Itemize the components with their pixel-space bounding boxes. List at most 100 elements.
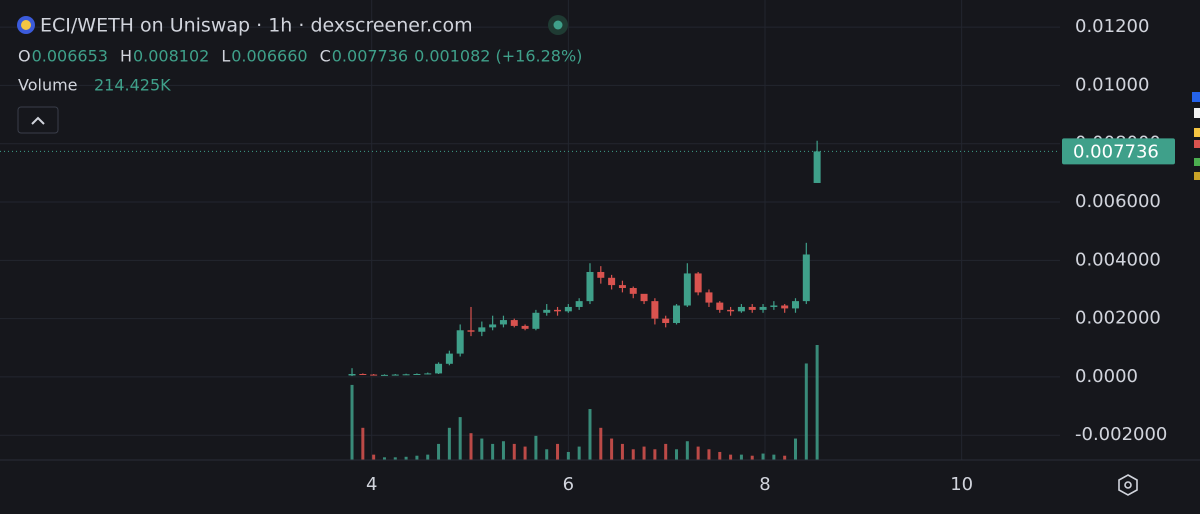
legend-value: 0.006653 xyxy=(32,47,108,66)
legend-value: 0.007736 xyxy=(332,47,408,66)
candle-body xyxy=(445,353,453,364)
chart-title: ECI/WETH on Uniswap · 1h · dexscreener.c… xyxy=(40,15,473,37)
volume-bar xyxy=(534,435,538,460)
volume-bar xyxy=(739,454,743,460)
volume-bar xyxy=(599,427,603,460)
volume-value: 214.425K xyxy=(94,76,171,95)
candle-body xyxy=(467,330,475,332)
last-price-label: 0.007736 xyxy=(1073,141,1159,162)
candle-body xyxy=(402,374,410,376)
candle-body xyxy=(618,285,626,289)
candle-layer xyxy=(348,140,821,377)
candle-body xyxy=(802,254,810,302)
candle-body xyxy=(489,324,497,328)
edge-strip xyxy=(1194,172,1200,180)
last-price-box xyxy=(1062,138,1175,165)
candle-body xyxy=(510,320,518,326)
legend-change: 0.001082 (+16.28%) xyxy=(414,47,582,66)
legend-key: H xyxy=(120,47,132,66)
candle-body xyxy=(478,327,486,332)
volume-bar xyxy=(675,449,679,460)
legend-value: 0.008102 xyxy=(133,47,209,66)
volume-bar xyxy=(469,433,473,460)
edge-strip xyxy=(1194,108,1200,118)
candle-body xyxy=(608,277,616,286)
y-tick-label: 0.006000 xyxy=(1075,191,1161,212)
collapse-icon xyxy=(31,116,45,125)
axis-layer: 0.012000.010000.0080000.0060000.0040000.… xyxy=(0,16,1175,495)
volume-bar xyxy=(761,453,765,460)
candle-body xyxy=(651,301,659,319)
candle-body xyxy=(435,363,443,374)
candle-body xyxy=(716,302,724,310)
volume-layer xyxy=(350,345,819,460)
volume-bar xyxy=(718,451,722,460)
candle-body xyxy=(694,273,702,293)
legend-key: C xyxy=(320,47,331,66)
legend-key: O xyxy=(18,47,31,66)
volume-bar xyxy=(491,443,495,460)
y-tick-label: 0.002000 xyxy=(1075,308,1161,329)
volume-bar xyxy=(382,457,386,460)
volume-bar xyxy=(415,455,419,460)
y-tick-label: 0.0000 xyxy=(1075,366,1138,387)
legend-key: L xyxy=(221,47,230,66)
volume-bar xyxy=(545,449,549,460)
x-tick-label: 8 xyxy=(759,474,770,495)
candle-body xyxy=(727,309,735,312)
volume-bar xyxy=(610,438,614,460)
volume-bar xyxy=(577,446,581,460)
volume-title: Volume xyxy=(18,76,78,95)
volume-bar xyxy=(707,449,711,460)
volume-bar xyxy=(437,443,441,460)
candle-body xyxy=(640,293,648,302)
volume-bar xyxy=(501,441,505,460)
collapse-button[interactable] xyxy=(17,106,59,134)
ohlc-legend: O 0.006653 H 0.008102 L 0.006660 C 0.007736 0.00… xyxy=(18,47,582,66)
edge-strip xyxy=(1194,158,1200,166)
candle-body xyxy=(673,305,681,323)
candle-body xyxy=(554,309,562,312)
edge-strip xyxy=(1194,128,1200,137)
legend-value: 0.006660 xyxy=(231,47,307,66)
candle-body xyxy=(597,271,605,278)
volume-bar xyxy=(350,384,354,460)
candle-body xyxy=(348,374,356,376)
settings-button[interactable] xyxy=(1118,474,1138,496)
volume-bar xyxy=(361,427,365,460)
candle-body xyxy=(737,306,745,312)
volume-bar xyxy=(729,454,733,460)
candle-body xyxy=(413,374,421,376)
candle-body xyxy=(705,292,713,303)
volume-bar xyxy=(783,455,787,460)
candle-body xyxy=(662,318,670,323)
candle-body xyxy=(629,288,637,294)
volume-bar xyxy=(426,454,430,460)
volume-bar xyxy=(685,441,689,460)
volume-bar xyxy=(642,446,646,460)
x-tick-label: 10 xyxy=(950,474,973,495)
candle-body xyxy=(499,320,507,325)
volume-bar xyxy=(393,457,397,460)
candle-body xyxy=(359,374,367,376)
candle-body xyxy=(391,374,399,376)
candle-body xyxy=(380,374,388,376)
y-tick-label: 0.01200 xyxy=(1075,16,1149,37)
candle-body xyxy=(424,373,432,375)
y-tick-label: 0.01000 xyxy=(1075,74,1149,95)
volume-bar xyxy=(696,446,700,460)
volume-bar xyxy=(523,446,527,460)
volume-bar xyxy=(815,345,819,460)
volume-bar xyxy=(458,417,462,460)
candle-body xyxy=(543,309,551,313)
volume-bar xyxy=(793,438,797,460)
volume-bar xyxy=(620,443,624,460)
candle-body xyxy=(759,306,767,310)
y-tick-label: -0.002000 xyxy=(1075,424,1167,445)
token-icon-inner xyxy=(21,20,31,30)
status-dot xyxy=(553,20,563,30)
volume-bar xyxy=(804,363,808,460)
candle-body xyxy=(575,301,583,307)
candle-body xyxy=(781,305,789,309)
